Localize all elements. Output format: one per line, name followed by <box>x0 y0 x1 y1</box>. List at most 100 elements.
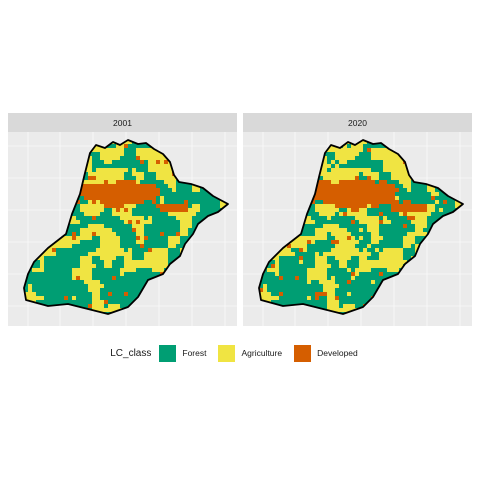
agriculture-cell <box>343 156 347 160</box>
agriculture-cell <box>24 252 28 256</box>
agriculture-cell <box>247 296 251 300</box>
agriculture-cell <box>375 132 379 136</box>
agriculture-cell <box>144 256 148 260</box>
developed-cell <box>355 188 359 192</box>
agriculture-cell <box>443 184 447 188</box>
developed-cell <box>128 184 132 188</box>
developed-cell <box>383 188 387 192</box>
agriculture-cell <box>136 148 140 152</box>
agriculture-cell <box>303 180 307 184</box>
developed-cell <box>351 196 355 200</box>
agriculture-cell <box>228 172 232 176</box>
developed-cell <box>120 180 124 184</box>
agriculture-cell <box>92 212 96 216</box>
agriculture-cell <box>395 268 399 272</box>
agriculture-cell <box>216 132 220 136</box>
agriculture-cell <box>339 148 343 152</box>
agriculture-cell <box>16 184 20 188</box>
agriculture-cell <box>104 148 108 152</box>
agriculture-cell <box>267 296 271 300</box>
agriculture-cell <box>12 188 16 192</box>
agriculture-cell <box>423 152 427 156</box>
developed-cell <box>323 180 327 184</box>
agriculture-cell <box>164 180 168 184</box>
agriculture-cell <box>271 180 275 184</box>
developed-cell <box>80 320 84 324</box>
agriculture-cell <box>28 232 32 236</box>
agriculture-cell <box>108 180 112 184</box>
agriculture-cell <box>275 152 279 156</box>
developed-cell <box>136 200 140 204</box>
agriculture-cell <box>431 256 435 260</box>
agriculture-cell <box>459 172 463 176</box>
agriculture-cell <box>455 244 459 248</box>
developed-cell <box>379 180 383 184</box>
developed-cell <box>108 292 112 296</box>
agriculture-cell <box>124 204 128 208</box>
agriculture-cell <box>443 168 447 172</box>
developed-cell <box>351 208 355 212</box>
developed-cell <box>391 188 395 192</box>
agriculture-cell <box>259 132 263 136</box>
agriculture-cell <box>80 272 84 276</box>
developed-cell <box>152 196 156 200</box>
agriculture-cell <box>108 244 112 248</box>
agriculture-cell <box>467 172 471 176</box>
agriculture-cell <box>220 180 224 184</box>
agriculture-cell <box>251 232 255 236</box>
agriculture-cell <box>140 240 144 244</box>
agriculture-cell <box>359 236 363 240</box>
agriculture-cell <box>439 164 443 168</box>
agriculture-cell <box>299 164 303 168</box>
agriculture-cell <box>463 192 467 196</box>
agriculture-cell <box>455 200 459 204</box>
agriculture-cell <box>112 148 116 152</box>
agriculture-cell <box>355 172 359 176</box>
agriculture-cell <box>463 184 467 188</box>
developed-cell <box>355 196 359 200</box>
agriculture-cell <box>471 168 472 172</box>
developed-cell <box>423 208 427 212</box>
agriculture-cell <box>28 164 32 168</box>
agriculture-cell <box>387 300 391 304</box>
agriculture-cell <box>351 152 355 156</box>
agriculture-cell <box>20 200 24 204</box>
developed-cell <box>104 192 108 196</box>
study-area-boundary <box>23 139 229 315</box>
agriculture-cell <box>196 168 200 172</box>
agriculture-cell <box>419 224 423 228</box>
agriculture-cell <box>92 252 96 256</box>
agriculture-cell <box>455 184 459 188</box>
agriculture-cell <box>136 240 140 244</box>
agriculture-cell <box>279 140 283 144</box>
agriculture-cell <box>88 228 92 232</box>
agriculture-cell <box>212 320 216 324</box>
agriculture-cell <box>251 324 255 326</box>
agriculture-cell <box>287 224 291 228</box>
agriculture-cell <box>247 316 251 320</box>
agriculture-cell <box>188 172 192 176</box>
agriculture-cell <box>112 180 116 184</box>
agriculture-cell <box>427 252 431 256</box>
agriculture-cell <box>463 220 467 224</box>
agriculture-cell <box>12 168 16 172</box>
developed-cell <box>116 200 120 204</box>
developed-cell <box>307 196 311 200</box>
agriculture-cell <box>176 152 180 156</box>
agriculture-cell <box>403 240 407 244</box>
agriculture-cell <box>48 224 52 228</box>
agriculture-cell <box>24 236 28 240</box>
agriculture-cell <box>36 152 40 156</box>
agriculture-cell <box>383 260 387 264</box>
agriculture-cell <box>303 236 307 240</box>
agriculture-cell <box>303 136 307 140</box>
agriculture-cell <box>443 156 447 160</box>
agriculture-cell <box>72 136 76 140</box>
agriculture-cell <box>168 148 172 152</box>
developed-cell <box>28 308 32 312</box>
agriculture-cell <box>459 284 463 288</box>
agriculture-cell <box>467 168 471 172</box>
agriculture-cell <box>331 288 335 292</box>
agriculture-cell <box>263 132 267 136</box>
agriculture-cell <box>331 248 335 252</box>
